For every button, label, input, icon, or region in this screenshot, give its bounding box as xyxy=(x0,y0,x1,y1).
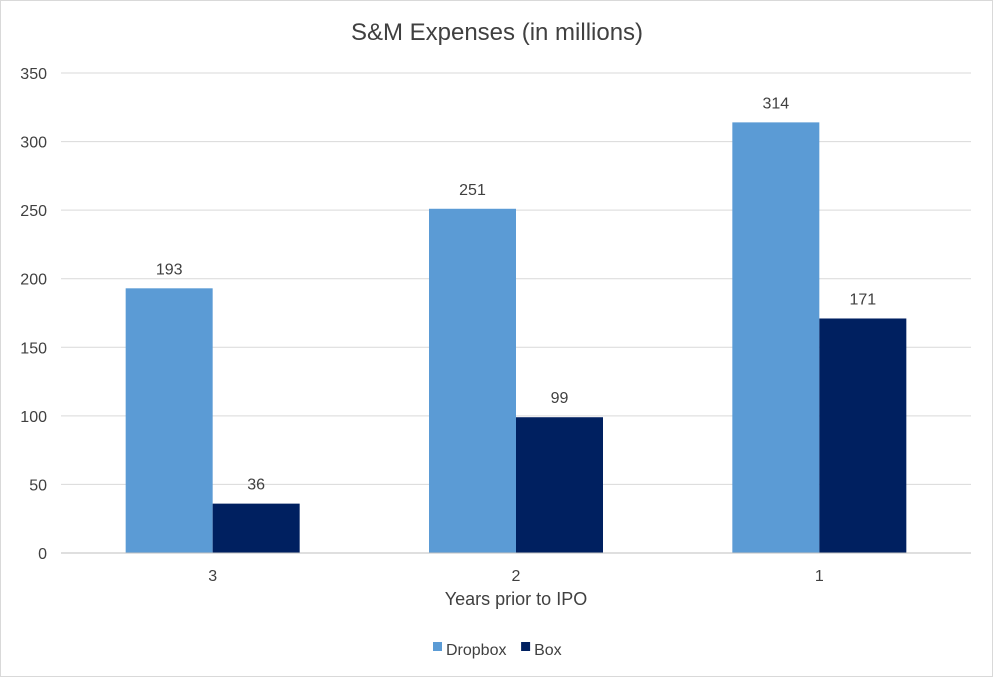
x-tick-label: 2 xyxy=(512,568,521,585)
bar-dropbox xyxy=(429,208,516,553)
data-label: 36 xyxy=(247,477,265,494)
y-tick-label: 100 xyxy=(20,409,47,426)
y-tick-label: 0 xyxy=(38,546,47,563)
bars xyxy=(125,122,907,553)
y-tick-label: 200 xyxy=(20,272,47,289)
data-label: 251 xyxy=(459,182,486,199)
legend-label: Dropbox xyxy=(446,642,506,659)
bar-box xyxy=(516,417,603,553)
y-tick-label: 250 xyxy=(20,203,47,220)
legend: Dropbox Box xyxy=(433,642,562,659)
data-label: 171 xyxy=(849,291,876,308)
y-tick-label: 50 xyxy=(29,477,47,494)
data-labels: 193 36 251 99 314 171 xyxy=(156,95,876,493)
data-label: 99 xyxy=(551,390,569,407)
data-label: 314 xyxy=(762,95,789,112)
data-label: 193 xyxy=(156,261,183,278)
y-tick-label: 350 xyxy=(20,66,47,83)
bar-box xyxy=(212,503,300,553)
y-tick-label: 150 xyxy=(20,340,47,357)
legend-label: Box xyxy=(534,642,562,659)
y-axis-ticks: 0 50 100 150 200 250 300 350 xyxy=(20,66,47,563)
bar-dropbox xyxy=(125,288,213,553)
legend-swatch-box xyxy=(521,642,531,651)
y-tick-label: 300 xyxy=(20,135,47,152)
bar-box xyxy=(819,318,907,553)
legend-swatch-dropbox xyxy=(433,642,442,651)
x-tick-label: 1 xyxy=(815,568,824,585)
x-axis-ticks: 3 2 1 xyxy=(208,568,824,585)
x-axis-title: Years prior to IPO xyxy=(445,589,587,609)
chart-title: S&M Expenses (in millions) xyxy=(351,19,643,46)
x-tick-label: 3 xyxy=(208,568,217,585)
bar-dropbox xyxy=(732,122,820,553)
